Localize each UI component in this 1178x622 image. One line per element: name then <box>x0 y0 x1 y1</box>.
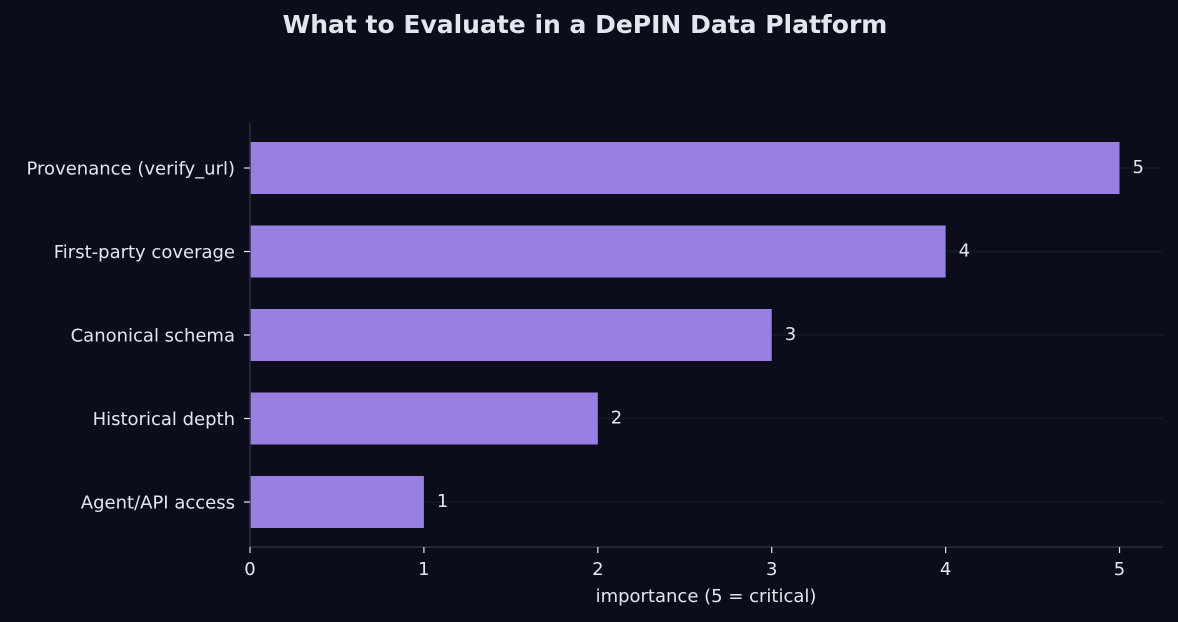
x-axis-label: importance (5 = critical) <box>596 586 817 607</box>
value-label: 1 <box>437 491 448 512</box>
x-tick-label: 3 <box>766 559 777 580</box>
axes <box>244 123 1163 553</box>
value-labels: 5 4 3 2 1 <box>437 157 1144 512</box>
y-tick-labels: Provenance (verify_url) First-party cover… <box>27 159 235 514</box>
bar-4 <box>250 392 598 445</box>
x-tick-label: 2 <box>592 559 603 580</box>
x-tick-label: 0 <box>244 559 255 580</box>
x-tick-label: 1 <box>418 559 429 580</box>
x-tick-label: 4 <box>940 559 951 580</box>
bar-1 <box>250 142 1120 194</box>
value-label: 5 <box>1133 157 1144 178</box>
y-tick-label: Provenance (verify_url) <box>27 159 235 180</box>
x-tick-labels: 0 1 2 3 4 5 <box>244 559 1125 580</box>
bar-2 <box>250 225 946 278</box>
y-tick-label: Historical depth <box>93 409 235 430</box>
y-tick-label: First-party coverage <box>54 242 235 263</box>
y-tick-label: Agent/API access <box>81 493 235 514</box>
bar-5 <box>250 476 424 528</box>
y-tick-label: Canonical schema <box>71 326 235 347</box>
bars <box>250 142 1120 528</box>
bar-3 <box>250 309 772 361</box>
x-tick-label: 5 <box>1114 559 1125 580</box>
value-label: 2 <box>611 408 622 429</box>
chart-title: What to Evaluate in a DePIN Data Platfor… <box>283 10 888 39</box>
value-label: 4 <box>959 241 970 262</box>
value-label: 3 <box>785 324 796 345</box>
